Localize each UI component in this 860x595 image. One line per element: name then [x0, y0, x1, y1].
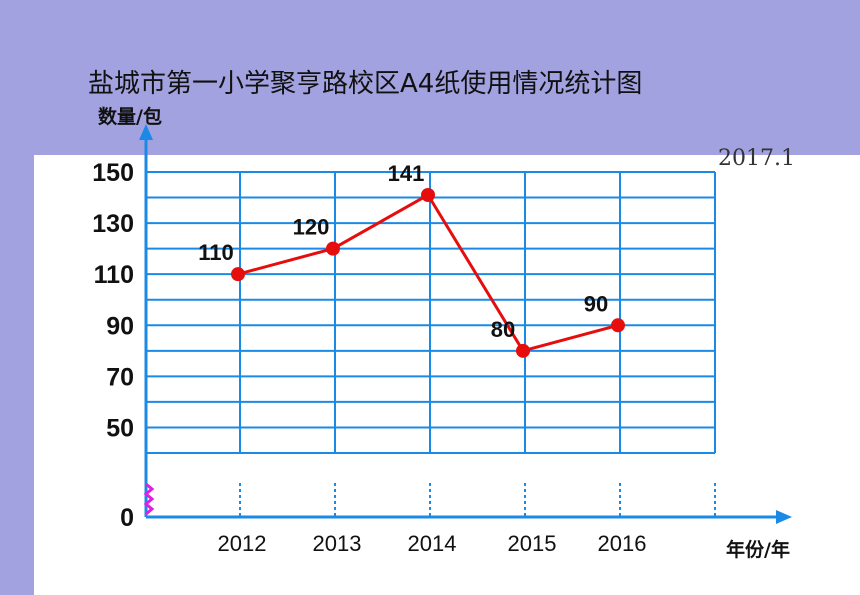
y-tick-label: 0: [120, 504, 134, 532]
data-label: 141: [388, 161, 425, 186]
y-tick-label: 150: [92, 159, 134, 187]
data-point: [516, 343, 530, 358]
chart-title: 盐城市第一小学聚亨路校区A4纸使用情况统计图: [88, 69, 642, 99]
data-point: [421, 187, 435, 202]
x-axis-arrow: [776, 510, 792, 524]
data-label: 80: [491, 317, 515, 342]
data-point: [326, 241, 340, 256]
y-tick-labels: 150 130 110 90 70 50 0: [92, 159, 134, 532]
y-tick-label: 90: [106, 312, 134, 340]
y-axis-label: 数量/包: [98, 105, 162, 128]
data-point: [231, 267, 245, 282]
data-points: [231, 187, 625, 358]
data-label: 90: [584, 291, 608, 316]
x-tick-label: 2016: [598, 531, 647, 556]
data-label: 120: [293, 215, 330, 240]
grid: [146, 171, 716, 517]
plot-panel: [34, 155, 860, 595]
y-axis-arrow: [139, 124, 153, 140]
data-point: [611, 318, 625, 333]
data-label: 110: [198, 240, 234, 265]
axes: [139, 124, 792, 524]
x-tick-label: 2012: [218, 531, 267, 556]
axis-break-mark: [143, 482, 155, 516]
x-tick-label: 2014: [408, 531, 457, 556]
x-tick-label: 2013: [313, 531, 362, 556]
y-tick-label: 70: [106, 363, 134, 391]
data-labels: 110 120 141 80 90: [198, 161, 608, 342]
x-axis-label: 年份/年: [726, 538, 790, 561]
y-tick-label: 50: [106, 414, 134, 442]
y-tick-label: 110: [94, 261, 134, 289]
date-note: 2017.1: [718, 146, 795, 171]
y-tick-label: 130: [92, 210, 134, 238]
x-tick-labels: 2012 2013 2014 2015 2016: [218, 531, 647, 556]
x-tick-label: 2015: [508, 531, 557, 556]
